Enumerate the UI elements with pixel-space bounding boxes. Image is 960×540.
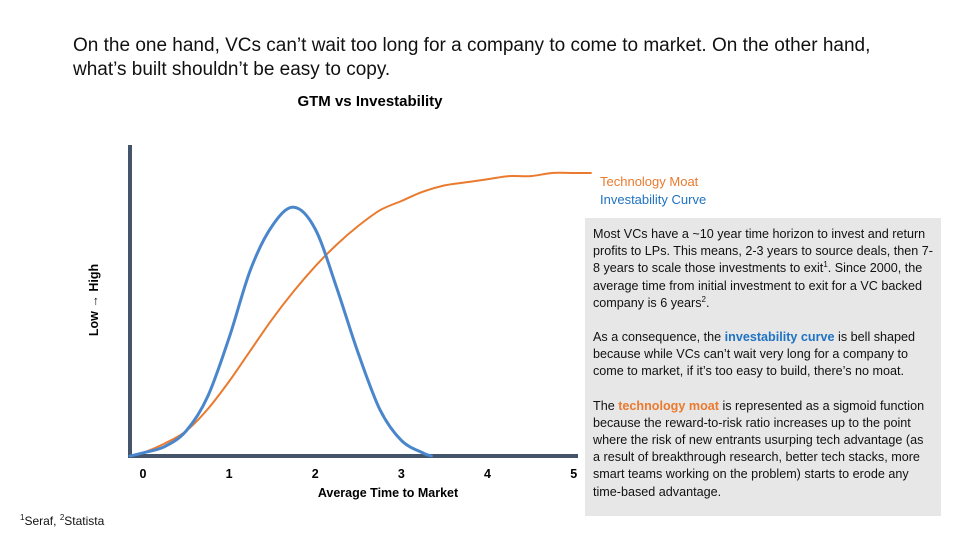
- legend-technology-moat: Technology Moat: [600, 174, 699, 189]
- legend-investability-curve: Investability Curve: [600, 192, 707, 207]
- series-line-investability-curve: [128, 205, 433, 458]
- x-tick-label: 0: [139, 467, 146, 481]
- x-tick-label: 4: [484, 467, 491, 481]
- footnote-ref: 1: [823, 260, 828, 270]
- source-footnote: 1Seraf, 2Statista: [20, 513, 105, 529]
- chart-title: GTM vs Investability: [297, 93, 443, 110]
- notes-paragraph-investability: As a consequence, the investability curv…: [593, 330, 916, 379]
- x-tick-label: 2: [312, 467, 319, 481]
- x-tick-label: 3: [398, 467, 405, 481]
- x-tick-label: 1: [226, 467, 233, 481]
- x-axis-label: Average Time to Market: [318, 486, 459, 500]
- footnote-ref: 2: [701, 294, 706, 304]
- explanation-panel: Most VCs have a ~10 year time horizon to…: [585, 218, 941, 516]
- investability-highlight: investability curve: [724, 330, 835, 345]
- x-tick-label: 5: [570, 467, 577, 481]
- series-line-technology-moat: [129, 171, 592, 457]
- slide-headline: On the one hand, VCs can’t wait too long…: [73, 35, 871, 80]
- moat-highlight: technology moat: [618, 398, 719, 413]
- notes-paragraph-horizon: Most VCs have a ~10 year time horizon to…: [593, 227, 933, 310]
- notes-paragraph-moat: The technology moat is represented as a …: [593, 398, 925, 499]
- y-axis-label: Low → High: [87, 264, 101, 336]
